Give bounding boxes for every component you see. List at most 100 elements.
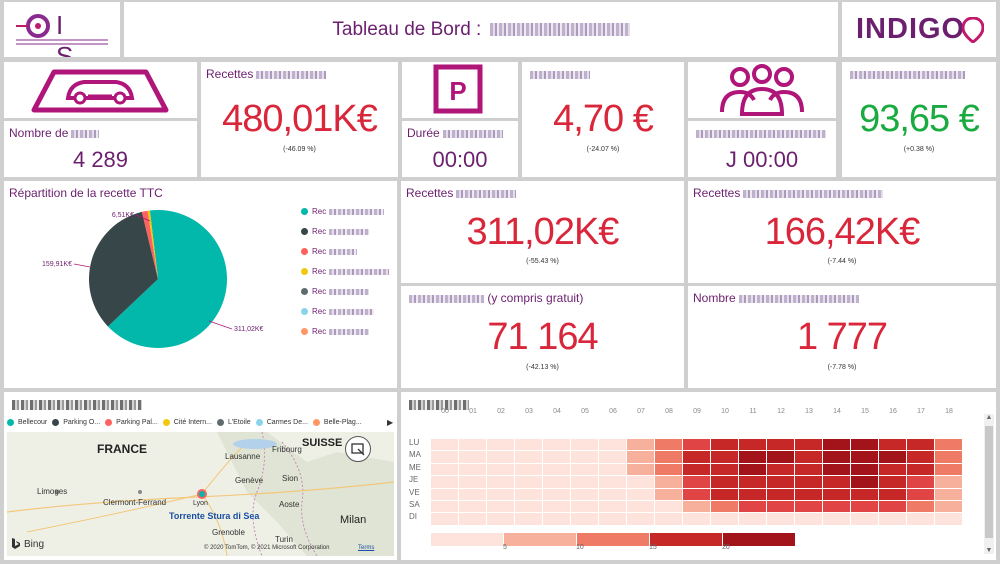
heatmap-cell[interactable] [683,439,710,451]
heatmap-cell[interactable] [543,451,570,463]
pie-legend-item[interactable]: Rec [301,327,389,336]
heatmap-cell[interactable] [487,439,514,451]
heatmap-cell[interactable] [935,439,962,451]
heatmap-cell[interactable] [711,488,738,500]
heatmap-cell[interactable] [599,513,626,525]
heatmap-cell[interactable] [879,463,906,476]
heatmap-cell[interactable] [851,463,878,476]
legend-scroll-right-icon[interactable]: ▶ [387,418,394,427]
heatmap-cell[interactable] [851,513,878,525]
map-legend-item[interactable]: L'Etoile [216,419,251,426]
heatmap-cell[interactable] [767,476,794,488]
map-legend-item[interactable]: Carmes De... [255,419,308,426]
heatmap-cell[interactable] [655,476,682,488]
heatmap-cell[interactable] [795,501,822,513]
heatmap-cell[interactable] [767,451,794,463]
pie-slice[interactable] [107,210,227,348]
heatmap-cell[interactable] [459,476,486,488]
heatmap-vertical-scrollbar[interactable]: ▲ ▼ [984,414,994,554]
heatmap-cell[interactable] [879,488,906,500]
heatmap-cell[interactable] [655,463,682,476]
heatmap-cell[interactable] [655,488,682,500]
heatmap-cell[interactable] [823,513,850,525]
heatmap-cell[interactable] [767,439,794,451]
heatmap-cell[interactable] [935,476,962,488]
heatmap-cell[interactable] [823,476,850,488]
heatmap-cell[interactable] [795,488,822,500]
pie-slice[interactable] [141,210,158,279]
heatmap-cell[interactable] [599,463,626,476]
map-legend-item[interactable]: Bellecour [7,419,47,426]
heatmap-cell[interactable] [571,513,598,525]
heatmap-cell[interactable] [879,439,906,451]
heatmap-cell[interactable] [739,439,766,451]
heatmap-cell[interactable] [879,501,906,513]
heatmap-cell[interactable] [795,451,822,463]
heatmap-cell[interactable] [851,476,878,488]
heatmap-cell[interactable] [627,463,654,476]
pie-legend-item[interactable]: Rec [301,207,389,216]
heatmap-cell[interactable] [739,488,766,500]
heatmap-cell[interactable] [627,476,654,488]
heatmap-cell[interactable] [571,476,598,488]
heatmap-cell[interactable] [431,488,458,500]
heatmap-cell[interactable] [739,463,766,476]
map-terms-link[interactable]: Terms [358,545,375,551]
heatmap-cell[interactable] [767,501,794,513]
pie-slice[interactable] [89,211,158,327]
heatmap-cell[interactable] [683,476,710,488]
heatmap-cell[interactable] [711,513,738,525]
heatmap-cell[interactable] [627,439,654,451]
heatmap-cell[interactable] [907,463,934,476]
heatmap-cell[interactable] [851,439,878,451]
heatmap-cell[interactable] [851,451,878,463]
heatmap-cell[interactable] [823,439,850,451]
heatmap-cell[interactable] [711,476,738,488]
heatmap-cell[interactable] [767,463,794,476]
pie-legend-item[interactable]: Rec [301,287,389,296]
heatmap-cell[interactable] [935,501,962,513]
heatmap-cell[interactable] [739,513,766,525]
map-legend-item[interactable]: Belle-Plag... [312,419,362,426]
scrollbar-thumb[interactable] [985,426,993,538]
heatmap-cell[interactable] [515,451,542,463]
heatmap-cell[interactable] [907,513,934,525]
heatmap-cell[interactable] [935,451,962,463]
heatmap-cell[interactable] [767,488,794,500]
heatmap-cell[interactable] [655,513,682,525]
heatmap-cell[interactable] [487,463,514,476]
heatmap-cell[interactable] [851,501,878,513]
pie-legend-item[interactable]: Rec [301,247,389,256]
heatmap-cell[interactable] [851,488,878,500]
heatmap-cell[interactable] [459,439,486,451]
heatmap-cell[interactable] [543,476,570,488]
heatmap-cell[interactable] [907,439,934,451]
heatmap-cell[interactable] [655,501,682,513]
heatmap-cell[interactable] [487,488,514,500]
heatmap-cell[interactable] [431,451,458,463]
heatmap-cell[interactable] [879,513,906,525]
heatmap-cell[interactable] [907,476,934,488]
pie-legend-item[interactable]: Rec [301,227,389,236]
heatmap-cell[interactable] [459,463,486,476]
heatmap-cell[interactable] [543,463,570,476]
heatmap-cell[interactable] [879,451,906,463]
heatmap-cell[interactable] [739,476,766,488]
heatmap-cell[interactable] [571,439,598,451]
map-focus-mode-button[interactable] [345,436,371,462]
heatmap-cell[interactable] [795,463,822,476]
heatmap-cell[interactable] [795,476,822,488]
heatmap-cell[interactable] [431,501,458,513]
heatmap-cell[interactable] [907,501,934,513]
heatmap-cell[interactable] [739,451,766,463]
heatmap-cell[interactable] [627,451,654,463]
heatmap-cell[interactable] [515,463,542,476]
heatmap-cell[interactable] [487,501,514,513]
heatmap-cell[interactable] [655,439,682,451]
heatmap-cell[interactable] [683,488,710,500]
heatmap-cell[interactable] [711,501,738,513]
heatmap-cell[interactable] [935,513,962,525]
heatmap-cell[interactable] [599,439,626,451]
heatmap-cell[interactable] [907,488,934,500]
heatmap-cell[interactable] [823,451,850,463]
